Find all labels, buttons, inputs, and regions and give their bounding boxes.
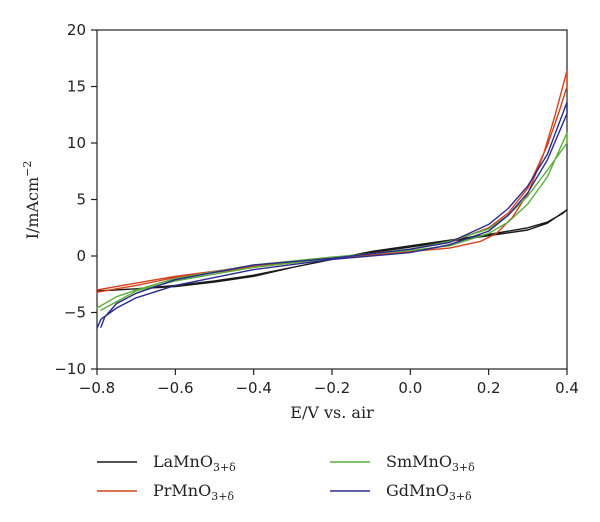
legend-label: LaMnO3+δ <box>153 452 236 474</box>
y-axis-ticks: −10 −5 0 5 10 15 20 <box>54 21 97 378</box>
curves <box>96 69 568 329</box>
x-tick-label: −0.4 <box>235 379 271 397</box>
legend-label-sub: 3+δ <box>449 490 472 503</box>
legend-item-lamno: LaMnO3+δ <box>97 452 236 474</box>
legend-item-gdmno: GdMnO3+δ <box>330 481 472 503</box>
plot-area <box>96 29 568 370</box>
legend-label-main: SmMnO <box>386 452 452 471</box>
legend-label-main: LaMnO <box>153 452 213 471</box>
y-tick-label: 10 <box>67 134 86 152</box>
legend-label: GdMnO3+δ <box>386 481 472 503</box>
legend-item-smmno: SmMnO3+δ <box>330 452 475 474</box>
x-tick-label: 0.2 <box>477 379 501 397</box>
series-line-gdmno <box>96 101 568 329</box>
x-tick-label: −0.2 <box>314 379 350 397</box>
plot-frame <box>96 29 568 370</box>
y-tick-label: −5 <box>64 304 86 322</box>
legend-label: PrMnO3+δ <box>153 481 234 503</box>
y-axis-label: I/mAcm−2 <box>21 161 42 240</box>
y-tick-label: 0 <box>76 247 86 265</box>
y-tick-label: 20 <box>67 21 86 39</box>
legend-item-prmno: PrMnO3+δ <box>97 481 234 503</box>
x-tick-label: −0.8 <box>79 379 115 397</box>
legend-label-sub: 3+δ <box>211 490 234 503</box>
x-axis-label: E/V vs. air <box>290 403 374 422</box>
y-tick-label: 15 <box>67 78 86 96</box>
legend-label-main: GdMnO <box>386 481 449 500</box>
y-tick-label: 5 <box>76 191 86 209</box>
x-axis-ticks: −0.8 −0.6 −0.4 −0.2 0.0 0.2 0.4 <box>79 369 579 397</box>
y-axis-label-main: I/mAcm <box>23 177 42 240</box>
x-tick-label: 0.0 <box>398 379 422 397</box>
x-tick-label: −0.6 <box>157 379 193 397</box>
x-tick-label: 0.4 <box>555 379 579 397</box>
y-axis-label-sup: −2 <box>21 161 34 177</box>
legend-label: SmMnO3+δ <box>386 452 475 474</box>
series-line-lamno <box>96 208 568 292</box>
legend-label-main: PrMnO <box>153 481 211 500</box>
y-tick-label: −10 <box>54 360 86 378</box>
legend-label-sub: 3+δ <box>213 461 236 474</box>
legend-label-sub: 3+δ <box>452 461 475 474</box>
